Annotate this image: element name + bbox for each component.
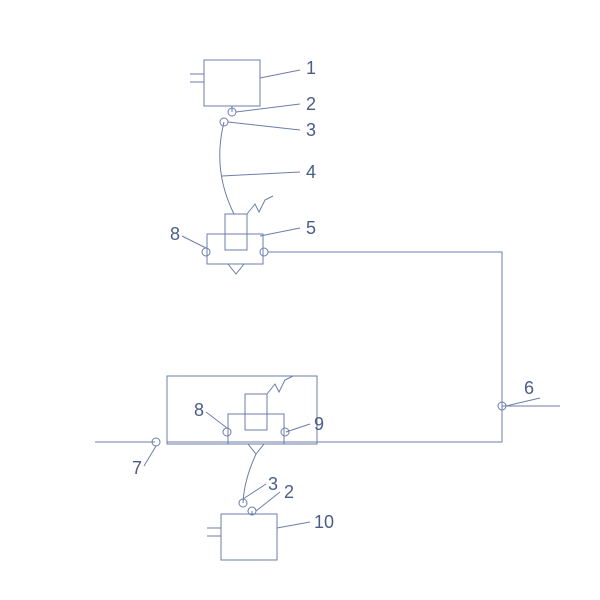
leader-l8b — [206, 412, 227, 428]
leader-l2 — [236, 104, 300, 112]
edge-2 — [247, 196, 273, 214]
leader-l9 — [286, 424, 310, 432]
edge-3 — [167, 252, 502, 442]
label-l3b: 3 — [268, 474, 278, 494]
port-p8b — [223, 428, 231, 436]
leader-l5 — [260, 228, 300, 236]
label-l2b: 2 — [284, 482, 294, 502]
leader-l10 — [277, 522, 310, 528]
leader-l7 — [144, 446, 156, 466]
label-l5: 5 — [306, 218, 316, 238]
label-l4: 4 — [306, 162, 316, 182]
label-l8a: 8 — [170, 224, 180, 244]
node-box9outer — [228, 414, 284, 444]
leader-l1 — [260, 70, 300, 78]
label-l9: 9 — [314, 414, 324, 434]
leader-l4 — [222, 172, 300, 176]
edge-8 — [243, 454, 256, 503]
node-tri9 — [248, 444, 264, 454]
label-l7: 7 — [132, 458, 142, 478]
label-l8b: 8 — [194, 400, 204, 420]
node-box5outer — [207, 234, 263, 264]
port-p8a — [202, 248, 210, 256]
label-l2: 2 — [306, 94, 316, 114]
node-boxA — [167, 376, 317, 444]
leader-l3b — [243, 484, 266, 499]
leader-l8a — [182, 236, 206, 248]
label-l3: 3 — [306, 120, 316, 140]
port-p9r — [281, 428, 289, 436]
label-l10: 10 — [314, 512, 334, 532]
node-box10 — [221, 514, 277, 560]
label-l6: 6 — [524, 378, 534, 398]
port-p5r — [260, 248, 268, 256]
edge-7 — [267, 376, 293, 394]
leader-l2b — [256, 492, 280, 511]
leader-l3 — [228, 122, 300, 130]
node-box9inner — [245, 394, 267, 430]
edge-1 — [220, 122, 234, 214]
label-l1: 1 — [306, 58, 316, 78]
node-box1 — [204, 60, 260, 106]
node-tri5 — [228, 264, 244, 274]
node-box5inner — [225, 214, 247, 250]
leader-l6 — [506, 398, 540, 406]
